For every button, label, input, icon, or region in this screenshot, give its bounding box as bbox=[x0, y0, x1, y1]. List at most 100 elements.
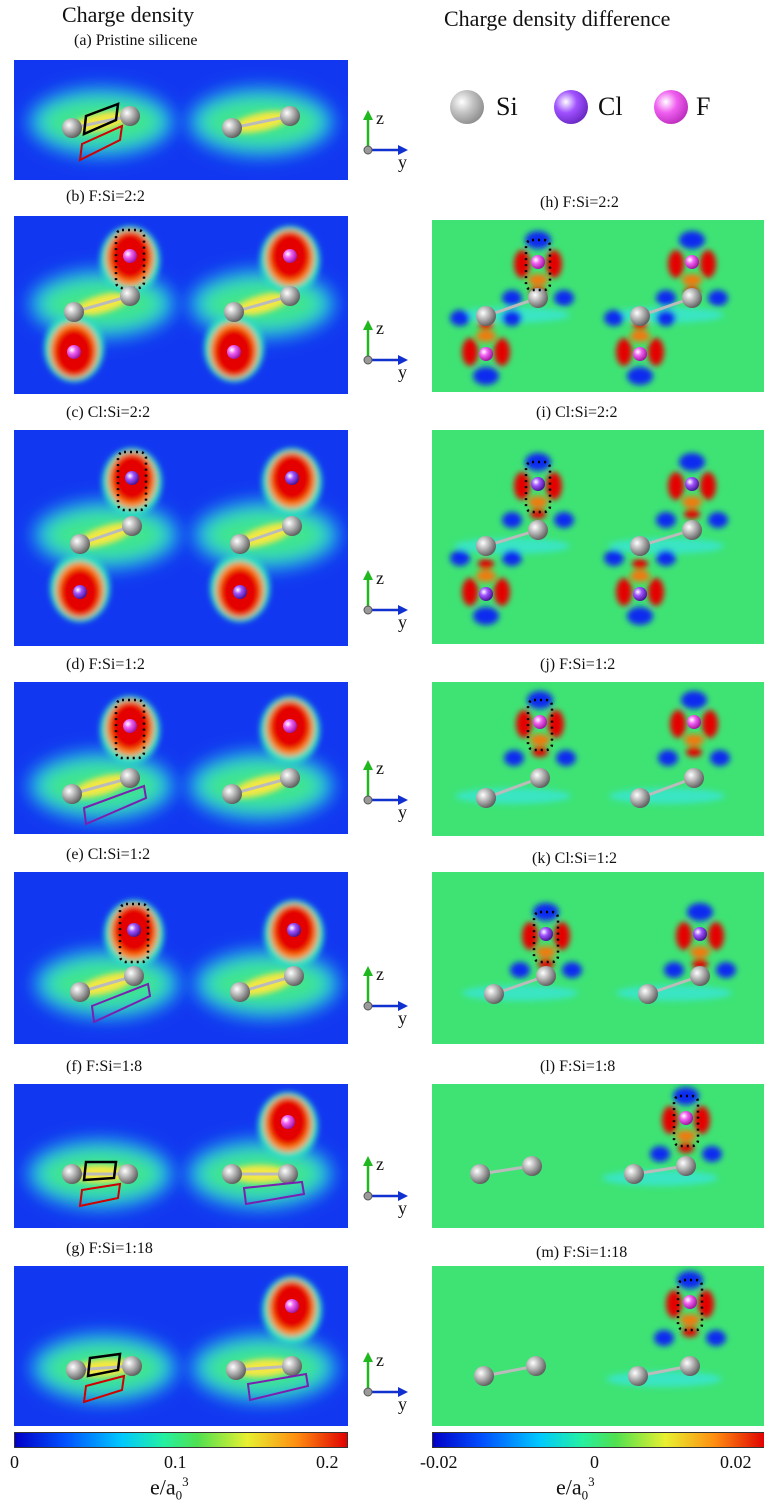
si-atom-left-1 bbox=[226, 1360, 246, 1380]
atom-legend: Si Cl F bbox=[450, 88, 750, 128]
label-k: (k) Cl:Si=1:2 bbox=[532, 850, 618, 867]
si-atom-left-0 bbox=[62, 1164, 82, 1184]
panel-i-charge-difference bbox=[432, 430, 764, 644]
panel-e-charge-density bbox=[14, 872, 348, 1044]
z-axis-label: z bbox=[376, 964, 384, 984]
bond-region-marker bbox=[524, 460, 552, 514]
si-atom-right-1 bbox=[282, 1356, 302, 1376]
y-axis-arrowhead bbox=[398, 1387, 408, 1397]
colorbar-left-tick-1: 0.1 bbox=[164, 1452, 187, 1472]
si-atom-right-0 bbox=[122, 1356, 142, 1376]
si-atom-left-1 bbox=[222, 784, 242, 804]
y-axis-arrowhead bbox=[398, 605, 408, 615]
bond-box-purple-right bbox=[242, 1180, 306, 1206]
panel-d-charge-density bbox=[14, 682, 348, 834]
cl-atom-top-1 bbox=[285, 471, 299, 485]
bond-box-red bbox=[78, 1182, 122, 1208]
si-atom-left-0 bbox=[474, 1366, 494, 1386]
label-d: (d) F:Si=1:2 bbox=[66, 656, 145, 673]
si-atom-left-1 bbox=[630, 788, 650, 808]
cl-atom-top-1 bbox=[685, 477, 699, 491]
si-atom-right-1 bbox=[280, 106, 300, 126]
si-atom-right-0 bbox=[120, 106, 140, 126]
f-atom-top-1 bbox=[683, 1295, 697, 1309]
f-atom-top-1 bbox=[685, 255, 699, 269]
y-axis-label: y bbox=[398, 1008, 407, 1028]
label-c: (c) Cl:Si=2:2 bbox=[66, 404, 151, 421]
f-atom-top-1 bbox=[281, 1115, 295, 1129]
y-axis-label: y bbox=[398, 802, 407, 822]
y-axis-label: y bbox=[398, 1198, 407, 1218]
f-atom-icon bbox=[654, 90, 688, 124]
si-atom-left-1 bbox=[638, 984, 658, 1004]
bond-region-marker bbox=[116, 450, 148, 512]
si-atom-right-1 bbox=[282, 516, 302, 536]
z-axis-label: z bbox=[376, 318, 384, 338]
f-atom-top-1 bbox=[283, 249, 297, 263]
si-atom-left-0 bbox=[66, 1360, 86, 1380]
label-a: (a) Pristine silicene bbox=[74, 32, 198, 49]
z-axis-arrowhead bbox=[363, 110, 373, 120]
si-atom-icon bbox=[450, 90, 484, 124]
axes-origin bbox=[363, 795, 373, 805]
si-atom-left-1 bbox=[222, 1164, 242, 1184]
panel-k-charge-difference bbox=[432, 872, 764, 1044]
si-atom-left-0 bbox=[476, 536, 496, 556]
si-atom-right-1 bbox=[682, 288, 702, 308]
si-atom-right-1 bbox=[684, 768, 704, 788]
y-axis-label: y bbox=[398, 612, 407, 632]
si-atom-left-1 bbox=[624, 1164, 644, 1184]
si-atom-right-1 bbox=[280, 286, 300, 306]
panel-j-charge-difference bbox=[432, 682, 764, 836]
si-atom-right-0 bbox=[120, 768, 140, 788]
background bbox=[432, 220, 764, 392]
colorbar-right-tick-1: 0 bbox=[590, 1452, 599, 1472]
label-l: (l) F:Si=1:8 bbox=[540, 1058, 616, 1075]
label-m: (m) F:Si=1:18 bbox=[536, 1244, 628, 1261]
label-j: (j) F:Si=1:2 bbox=[540, 656, 616, 673]
y-axis-arrowhead bbox=[398, 1001, 408, 1011]
header-charge-density: Charge density bbox=[62, 2, 195, 27]
bond-region-marker bbox=[524, 238, 552, 292]
bond-region-marker bbox=[532, 910, 560, 964]
bond-region-marker bbox=[526, 698, 554, 752]
y-axis-arrowhead bbox=[398, 1191, 408, 1201]
y-axis-arrowhead bbox=[398, 145, 408, 155]
panel-l-charge-difference bbox=[432, 1084, 764, 1228]
z-axis-arrowhead bbox=[363, 1156, 373, 1166]
cl-atom-top-0 bbox=[127, 923, 141, 937]
si-atom-right-1 bbox=[676, 1156, 696, 1176]
si-atom-right-0 bbox=[522, 1156, 542, 1176]
bond-box-black bbox=[82, 1160, 118, 1182]
axes-origin bbox=[363, 355, 373, 365]
si-atom-left-1 bbox=[230, 982, 250, 1002]
panel-a-pristine-silicene bbox=[14, 60, 348, 180]
si-atom-left-0 bbox=[476, 788, 496, 808]
si-atom-left-1 bbox=[630, 536, 650, 556]
si-atom-left-0 bbox=[62, 784, 82, 804]
panel-c-charge-density bbox=[14, 430, 348, 646]
z-axis-arrowhead bbox=[363, 1352, 373, 1362]
panel-m-charge-difference bbox=[432, 1266, 764, 1426]
label-i: (i) Cl:Si=2:2 bbox=[536, 404, 618, 421]
bond-box-black bbox=[86, 1352, 122, 1378]
colorbar-left-tick-0: 0 bbox=[10, 1452, 19, 1472]
si-atom-left-0 bbox=[470, 1164, 490, 1184]
bond-region-marker bbox=[676, 1278, 704, 1332]
axes-origin bbox=[363, 145, 373, 155]
y-axis-arrowhead bbox=[398, 795, 408, 805]
bond-box-purple bbox=[82, 784, 148, 826]
f-atom-bottom-0 bbox=[479, 347, 493, 361]
colorbar-right-tick-2: 0.02 bbox=[720, 1452, 752, 1472]
panel-g-charge-density bbox=[14, 1266, 348, 1426]
si-atom-left-0 bbox=[70, 982, 90, 1002]
cl-atom-bottom-0 bbox=[73, 585, 87, 599]
label-g: (g) F:Si=1:18 bbox=[66, 1240, 153, 1257]
si-atom-right-0 bbox=[122, 516, 142, 536]
y-axis-arrowhead bbox=[398, 355, 408, 365]
cl-atom-bottom-0 bbox=[479, 587, 493, 601]
z-axis-arrowhead bbox=[363, 760, 373, 770]
